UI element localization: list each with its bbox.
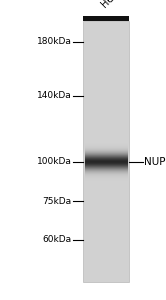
Bar	[85, 151, 128, 152]
Bar	[85, 176, 128, 177]
Bar	[85, 170, 128, 171]
Bar	[85, 181, 128, 182]
Bar	[85, 168, 128, 169]
Bar	[85, 156, 128, 157]
Bar	[85, 162, 128, 163]
Bar	[85, 164, 128, 165]
Bar	[85, 179, 128, 180]
Bar	[85, 142, 128, 143]
Bar	[85, 147, 128, 148]
Bar	[85, 159, 128, 160]
Text: 60kDa: 60kDa	[42, 236, 71, 244]
Bar	[85, 155, 128, 156]
Bar	[85, 157, 128, 158]
Text: 180kDa: 180kDa	[37, 38, 71, 46]
Bar	[85, 180, 128, 181]
Bar	[85, 146, 128, 147]
Text: NUP98: NUP98	[144, 157, 166, 167]
Bar	[85, 175, 128, 176]
Bar	[85, 148, 128, 149]
Bar	[85, 150, 128, 151]
Bar	[83, 16, 129, 21]
Bar	[85, 172, 128, 173]
Bar	[85, 158, 128, 159]
Bar	[85, 161, 128, 162]
Text: 75kDa: 75kDa	[42, 196, 71, 206]
Bar	[85, 171, 128, 172]
Bar	[85, 145, 128, 146]
Bar	[85, 173, 128, 174]
Bar	[85, 154, 128, 155]
Bar	[85, 163, 128, 164]
Bar	[85, 165, 128, 166]
Bar	[85, 174, 128, 175]
Bar	[85, 152, 128, 153]
Bar	[83, 21, 129, 282]
Text: HeLa: HeLa	[99, 0, 124, 10]
Bar	[85, 153, 128, 154]
Bar	[85, 167, 128, 168]
Text: 140kDa: 140kDa	[37, 92, 71, 100]
Bar	[85, 160, 128, 161]
Text: 100kDa: 100kDa	[37, 158, 71, 166]
Bar	[85, 149, 128, 150]
Bar	[85, 169, 128, 170]
Bar	[85, 143, 128, 144]
Bar	[85, 178, 128, 179]
Bar	[85, 160, 128, 161]
Bar	[85, 177, 128, 178]
